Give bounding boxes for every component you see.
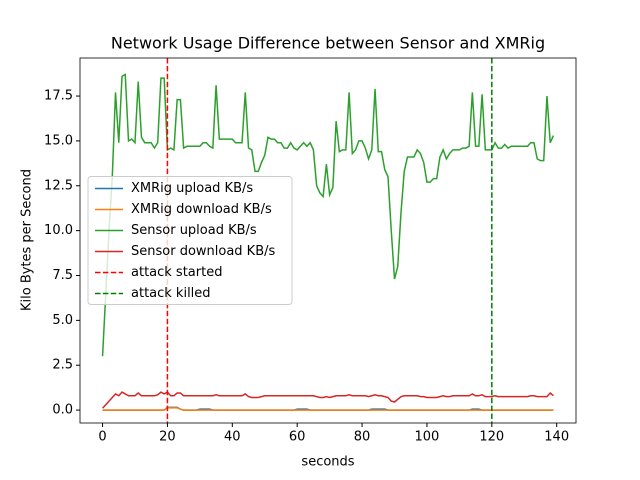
y-tick-label: 0.0	[52, 403, 73, 418]
x-tick-label: 140	[544, 430, 569, 445]
axes-frame	[79, 57, 577, 424]
x-axis-label: seconds	[301, 455, 354, 470]
chart-title: Network Usage Difference between Sensor …	[111, 34, 545, 53]
series-line	[102, 407, 554, 411]
x-tick-label: 40	[224, 430, 241, 445]
legend-box	[87, 176, 293, 305]
x-tick-label: 120	[479, 430, 504, 445]
legend: XMRig upload KB/s XMRig download KB/s Sens…	[87, 176, 293, 305]
x-tick-label: 0	[98, 430, 106, 445]
x-tick-label: 60	[289, 430, 306, 445]
y-tick-label: 17.5	[44, 89, 73, 104]
x-tick-label: 20	[159, 430, 176, 445]
series-line	[101, 391, 554, 409]
legend-label: Sensor download KB/s	[131, 244, 276, 259]
y-axis-label: Kilo Bytes per Second	[20, 169, 35, 311]
x-tick-label: 100	[415, 430, 440, 445]
y-tick-label: 7.5	[52, 268, 73, 283]
legend-label: XMRig download KB/s	[131, 202, 272, 217]
y-tick-label: 15.0	[44, 133, 73, 148]
legend-label: XMRig upload KB/s	[131, 181, 253, 196]
legend-label: attack started	[131, 265, 222, 280]
y-tick-label: 2.5	[52, 358, 73, 373]
series-line	[101, 73, 555, 357]
x-tick-label: 80	[354, 430, 371, 445]
legend-label: Sensor upload KB/s	[131, 223, 257, 238]
y-tick-label: 5.0	[52, 313, 73, 328]
y-tick-label: 10.0	[44, 223, 73, 238]
legend-label: attack killed	[131, 286, 211, 301]
y-tick-label: 12.5	[44, 178, 73, 193]
